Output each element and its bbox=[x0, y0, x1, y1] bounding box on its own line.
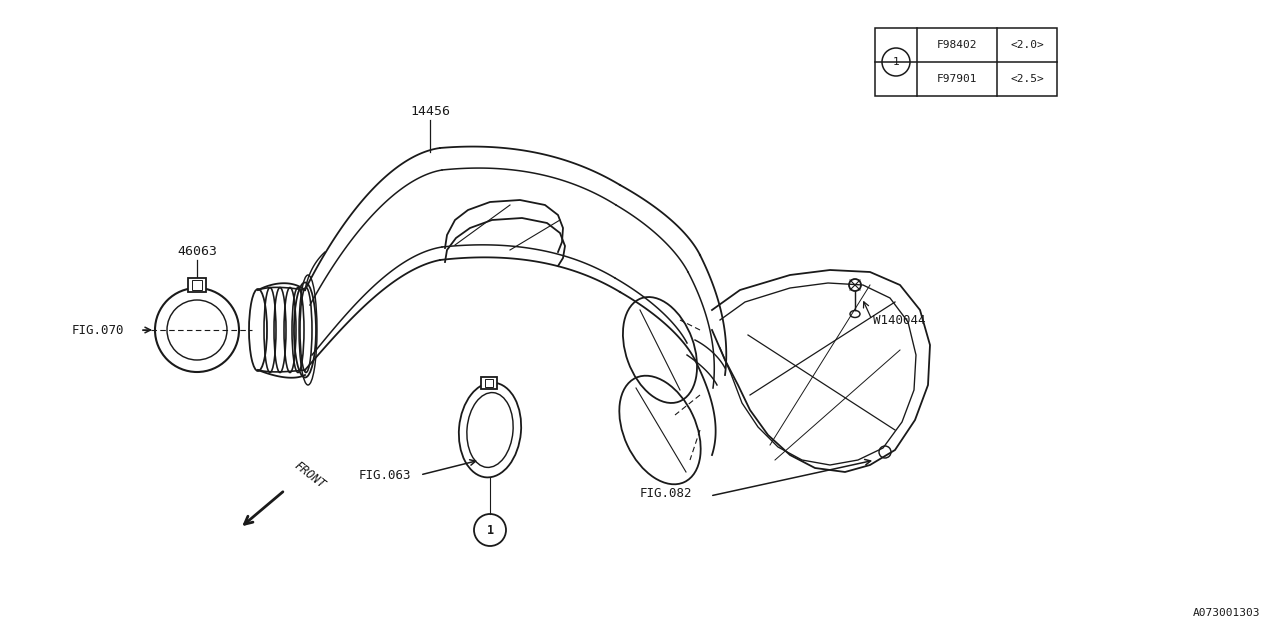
Text: W140044: W140044 bbox=[873, 314, 925, 326]
Text: 1: 1 bbox=[892, 57, 900, 67]
Text: F97901: F97901 bbox=[937, 74, 977, 84]
Text: FIG.063: FIG.063 bbox=[358, 469, 411, 482]
Text: 46063: 46063 bbox=[177, 245, 218, 258]
Text: FRONT: FRONT bbox=[292, 459, 328, 491]
Text: <2.5>: <2.5> bbox=[1010, 74, 1044, 84]
Text: F98402: F98402 bbox=[937, 40, 977, 50]
Text: FIG.070: FIG.070 bbox=[72, 323, 124, 337]
Text: <2.0>: <2.0> bbox=[1010, 40, 1044, 50]
Text: A073001303: A073001303 bbox=[1193, 608, 1260, 618]
Text: 1: 1 bbox=[486, 524, 494, 536]
Text: 14456: 14456 bbox=[410, 105, 451, 118]
Bar bbox=[188, 278, 206, 292]
Bar bbox=[481, 377, 497, 389]
Bar bbox=[192, 280, 202, 290]
Text: FIG.082: FIG.082 bbox=[640, 487, 692, 500]
Bar bbox=[485, 379, 493, 387]
Bar bbox=[876, 28, 1057, 96]
